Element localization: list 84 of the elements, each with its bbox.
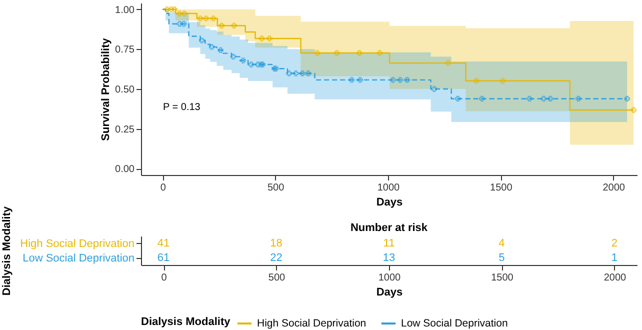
point <box>356 50 362 56</box>
x-axis-title: Days <box>376 196 403 208</box>
data-label: 2 <box>611 237 618 250</box>
point <box>431 86 438 92</box>
point <box>255 62 261 68</box>
point <box>286 70 292 76</box>
point <box>258 62 264 68</box>
y-tick-label: 0.00 <box>115 164 135 176</box>
x-tick-label: 2000 <box>602 182 626 194</box>
x-axis-title: Days <box>376 286 403 298</box>
point <box>334 50 340 56</box>
point <box>266 36 272 42</box>
y-tick-label: Low Social Deprivation <box>22 252 134 264</box>
legend-title: Dialysis Modality <box>141 316 232 328</box>
point <box>230 54 236 60</box>
point <box>210 16 216 22</box>
point <box>624 96 630 102</box>
x-tick-label: 1500 <box>490 182 513 194</box>
point <box>314 50 320 56</box>
point <box>348 77 355 83</box>
point <box>176 21 183 27</box>
point <box>203 16 209 22</box>
x-tick-label: 1000 <box>377 182 400 194</box>
point <box>630 107 636 113</box>
data-label: 61 <box>157 252 170 264</box>
x-tick-label: 0 <box>160 182 166 194</box>
point <box>258 36 265 42</box>
point <box>231 22 237 28</box>
point <box>479 96 485 102</box>
point <box>218 22 225 28</box>
y-tick-label: 0.25 <box>115 124 135 136</box>
y-tick-label: 0.50 <box>115 84 135 96</box>
point <box>180 21 187 27</box>
data-label: 5 <box>498 252 505 264</box>
y-tick-label: 1.00 <box>115 4 135 16</box>
point <box>168 6 174 12</box>
x-tick-label: 500 <box>268 272 286 284</box>
data-label: 1 <box>611 252 618 264</box>
x-tick-label: 0 <box>161 272 168 284</box>
data-label: 4 <box>498 237 505 250</box>
point <box>397 77 403 83</box>
x-tick-label: 1500 <box>491 272 514 284</box>
point <box>181 10 188 16</box>
data-label: 18 <box>270 237 282 250</box>
point <box>218 47 224 53</box>
data-label: 41 <box>157 237 170 250</box>
data-label: 13 <box>382 252 396 264</box>
y-tick-label: 0.75 <box>115 44 135 56</box>
point <box>176 10 182 16</box>
point <box>540 96 547 102</box>
y-tick-label: High Social Deprivation <box>20 238 134 250</box>
point <box>376 50 382 56</box>
point <box>445 60 451 66</box>
point <box>199 38 205 44</box>
point <box>547 96 554 102</box>
point <box>500 78 506 84</box>
point <box>240 58 246 64</box>
point <box>300 70 306 76</box>
point <box>357 77 363 83</box>
data-label: 22 <box>270 252 282 264</box>
x-tick-label: 1000 <box>378 272 402 284</box>
x-tick-label: 500 <box>267 182 285 194</box>
point <box>260 62 266 68</box>
annotation: P = 0.13 <box>163 102 201 113</box>
point <box>390 77 396 83</box>
point <box>404 77 410 83</box>
point <box>164 6 170 12</box>
point <box>197 16 204 22</box>
point <box>208 44 215 50</box>
legend-label: Low Social Deprivation <box>401 318 508 330</box>
point <box>172 6 178 12</box>
point <box>473 78 480 84</box>
chart-title: Number at risk <box>350 222 428 234</box>
data-label: 11 <box>383 237 395 250</box>
point <box>526 96 532 102</box>
point <box>455 96 461 102</box>
y-axis-title: Dialysis Modality <box>1 206 14 296</box>
point <box>576 96 582 102</box>
x-tick-label: 2000 <box>604 272 627 284</box>
point <box>248 62 254 68</box>
point <box>305 70 312 76</box>
legend-label: High Social Deprivation <box>257 318 366 330</box>
y-axis-title: Survival Probability <box>100 37 112 141</box>
point <box>292 70 299 76</box>
